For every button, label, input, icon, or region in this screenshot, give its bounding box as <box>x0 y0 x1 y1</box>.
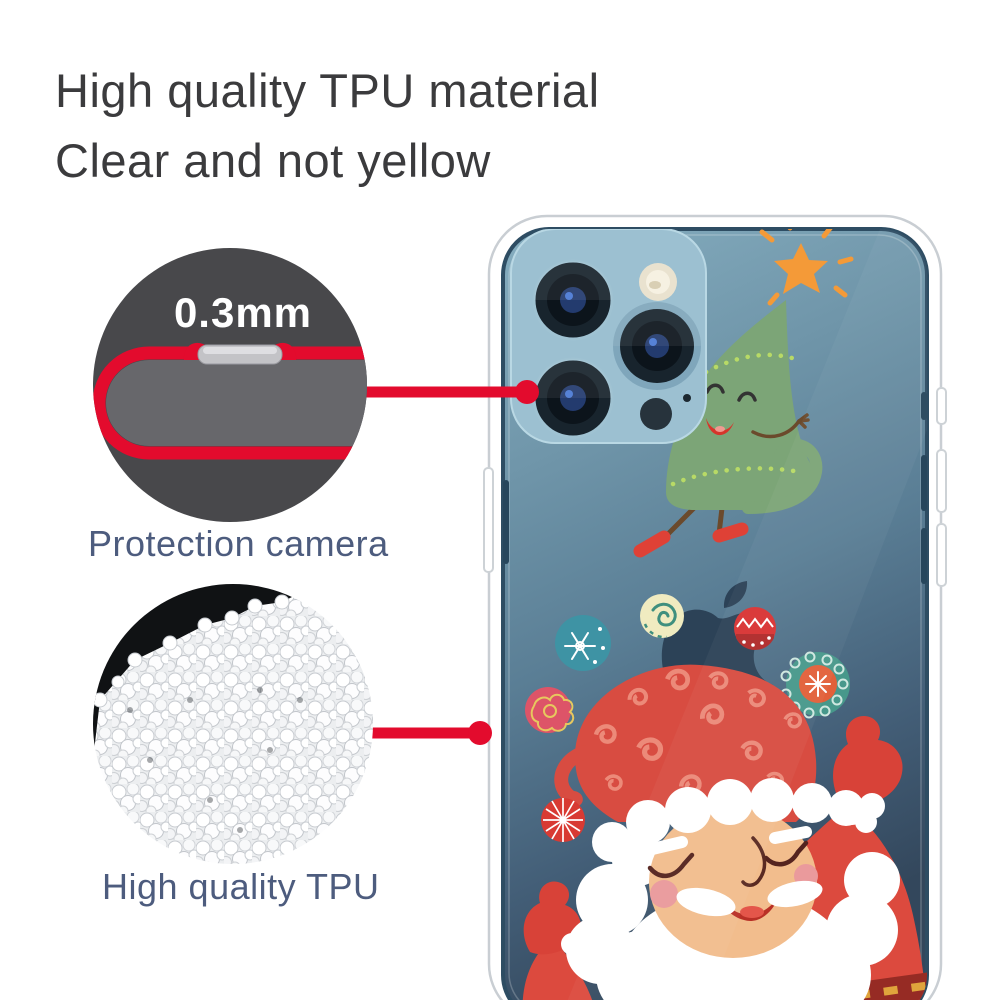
thickness-badge: 0.3mm <box>173 289 313 336</box>
lens-right <box>613 302 701 390</box>
bauble-zigzag-red <box>734 607 776 651</box>
tree-face <box>705 383 757 436</box>
christmas-tree-character <box>633 300 823 558</box>
phone-side-buttons <box>503 392 927 584</box>
title-line-2: Clear and not yellow <box>55 134 491 187</box>
tpu-beads-photo <box>93 584 373 864</box>
tree-boots <box>633 522 749 558</box>
camera-module <box>510 229 707 444</box>
callout-line-camera <box>366 380 539 404</box>
tree-curl <box>742 438 823 514</box>
mic-dot <box>683 394 691 402</box>
tpu-quality-caption: High quality TPU <box>102 866 380 907</box>
santa-hat-brim <box>592 778 864 862</box>
title-line-1: High quality TPU material <box>55 64 600 117</box>
santa-mustache <box>676 880 823 917</box>
lens-top-left <box>532 259 614 341</box>
bauble-snowflake-teal <box>555 615 611 671</box>
bauble-swirl-cream <box>640 594 684 639</box>
camera-protection-caption: Protection camera <box>88 523 389 564</box>
santa-eyebrows <box>642 826 812 856</box>
bauble-starburst-hat <box>541 798 585 842</box>
tree-garlands <box>670 352 803 487</box>
lidar-sensor <box>640 398 672 430</box>
santa-hat-tip <box>554 745 592 807</box>
case-side-buttons <box>483 387 947 587</box>
santa-mitten-right <box>833 716 903 806</box>
page-title: High quality TPU material Clear and not … <box>55 56 600 196</box>
santa-left-arm <box>522 938 598 1000</box>
thickness-callout-graphic <box>93 248 367 522</box>
star-topper-icon <box>759 229 854 306</box>
santa-face <box>649 806 817 958</box>
callout-line-tpu <box>371 721 492 745</box>
bauble-doodle-pink <box>525 687 575 733</box>
phone-case <box>483 214 947 1000</box>
flash-icon <box>639 263 677 301</box>
lens-bottom-left <box>532 357 614 439</box>
santa-mouth <box>720 894 780 921</box>
santa-nose <box>741 836 767 887</box>
santa-eyes <box>647 840 809 878</box>
